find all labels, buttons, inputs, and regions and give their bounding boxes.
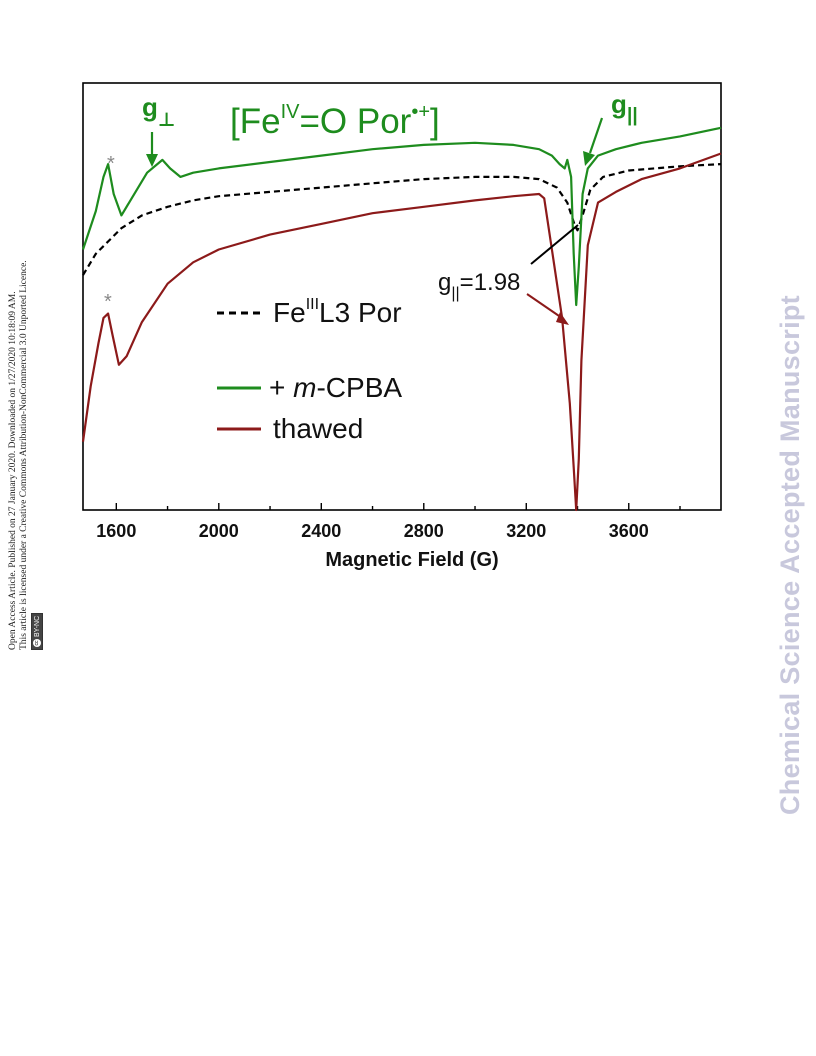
g-perp-label: g ⊥	[142, 92, 175, 131]
g-par-arrow	[583, 117, 604, 166]
x-tick-label: 3600	[609, 521, 649, 541]
series-layer	[81, 126, 722, 512]
g-value-number: =1.98	[460, 269, 521, 296]
g-value-label: g||=1.98	[438, 269, 520, 302]
x-axis-label: Magnetic Field (G)	[325, 549, 498, 571]
x-axis-ticks: 1600 2000 2400 2800 3200 3600	[96, 503, 681, 541]
species-sup-2: •+	[411, 101, 430, 123]
legend-mcpba-italic: m	[293, 372, 316, 403]
species-sup-1: IV	[281, 101, 301, 123]
series-line-1	[81, 126, 722, 307]
legend-item-feiii: FeIIIL3 Por	[217, 296, 402, 328]
asterisk-bottom: *	[104, 291, 112, 313]
species-part-3: ]	[430, 102, 440, 141]
x-tick-label: 3200	[506, 521, 546, 541]
g-value-pointer-black	[530, 224, 579, 265]
species-label: [FeIV=O Por•+]	[230, 101, 440, 141]
g-value-symbol: g	[438, 269, 451, 296]
legend-mcpba-pre: +	[269, 372, 293, 403]
asterisk-top: *	[107, 153, 115, 175]
legend: FeIIIL3 Por + m-CPBA thawed	[217, 296, 402, 444]
legend-mcpba-post: -CPBA	[316, 372, 402, 403]
g-perp-subscript: ⊥	[158, 109, 175, 131]
g-perp-arrow	[146, 132, 158, 167]
legend-feiii-pre: Fe	[273, 297, 306, 328]
g-perp-symbol: g	[142, 92, 158, 122]
legend-thawed-label: thawed	[273, 413, 363, 444]
legend-item-mcpba: + m-CPBA	[217, 372, 402, 403]
svg-text:FeIIIL3 Por: FeIIIL3 Por	[273, 296, 402, 328]
svg-text:+ m-CPBA: + m-CPBA	[269, 372, 402, 403]
svg-text:[FeIV=O Por•+]: [FeIV=O Por•+]	[230, 101, 440, 141]
x-tick-label: 2400	[301, 521, 341, 541]
svg-text:g||=1.98: g||=1.98	[438, 269, 520, 302]
x-tick-label: 2800	[404, 521, 444, 541]
g-par-subscript: ||	[627, 105, 638, 126]
x-tick-label: 2000	[199, 521, 239, 541]
legend-item-thawed: thawed	[217, 413, 363, 444]
species-part-1: [Fe	[230, 102, 281, 141]
species-part-2: =O Por	[299, 102, 411, 141]
g-par-symbol: g	[611, 89, 627, 119]
plot-frame	[82, 82, 722, 511]
x-tick-label: 1600	[96, 521, 136, 541]
series-line-2	[81, 152, 722, 512]
legend-feiii-post: L3 Por	[319, 297, 402, 328]
g-value-pointer-red	[526, 293, 569, 325]
g-value-subscript: ||	[451, 285, 459, 302]
legend-feiii-sup: III	[306, 296, 319, 313]
series-line-0	[82, 163, 722, 276]
g-par-label: g ||	[611, 89, 638, 126]
